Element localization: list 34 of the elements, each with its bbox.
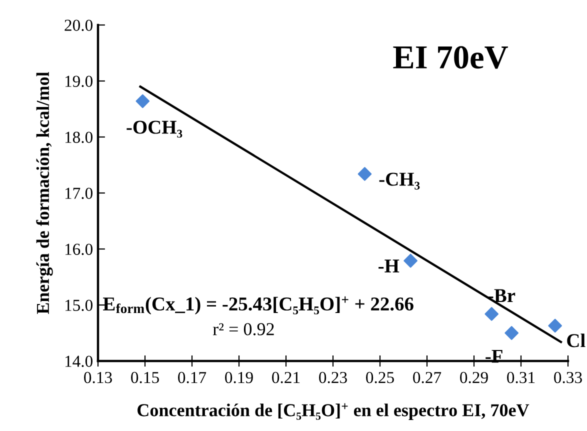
annotation: -H [378, 260, 400, 272]
x-tick-label: 0.33 [554, 372, 582, 384]
y-tick-label: 20.0 [64, 20, 93, 32]
annotation: -Br [488, 289, 516, 302]
y-tick-label: 19.0 [65, 76, 93, 88]
y-axis-title: Energía de formación, kcal/mol [36, 72, 53, 314]
x-tick-label: 0.27 [413, 372, 442, 384]
y-tick-label: 17.0 [65, 188, 93, 200]
annotation: EI 70eV [393, 46, 508, 69]
y-tick-label: 14.0 [65, 356, 93, 368]
annotation: -OCH₃ [126, 120, 182, 138]
x-tick-label: 0.21 [272, 372, 300, 384]
x-tick-label: 0.15 [131, 372, 159, 384]
x-tick-label: 0.23 [319, 372, 347, 384]
point [484, 307, 499, 321]
y-tick-label: 16.0 [65, 244, 93, 256]
y-tick-label: 18.0 [65, 132, 93, 144]
point [548, 318, 562, 333]
x-tick-label: 0.13 [84, 372, 112, 384]
x-axis-title: Concentración de [C₅H₅O]$^{+}$ en el espectro EI, 70eV [138, 403, 530, 420]
annotation: Cl [567, 334, 586, 348]
x-tick-label: 0.25 [366, 372, 394, 384]
y-tick-label: 15.0 [65, 300, 93, 312]
annotation: r² = 0.92 [212, 323, 274, 336]
point [404, 254, 418, 268]
x-tick-label: 0.29 [460, 372, 488, 384]
annotation: E$_{form}$(Cx_1) = -25.43[C₅H₅O]$^{+}$ + 22.66 [103, 296, 414, 314]
point [504, 326, 519, 340]
point [136, 94, 150, 108]
x-tick-label: 0.17 [178, 372, 206, 384]
point [358, 167, 372, 181]
x-tick-label: 0.31 [507, 372, 535, 384]
annotation: -CH₃ [379, 172, 420, 190]
x-tick-label: 0.19 [225, 372, 253, 384]
